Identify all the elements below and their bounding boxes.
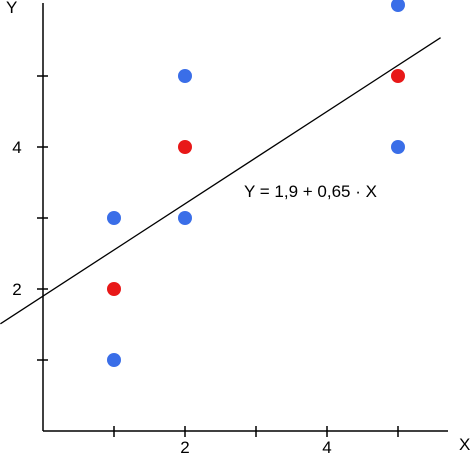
data-point-s1-2 xyxy=(391,69,405,83)
data-point-s0-5 xyxy=(391,0,405,12)
data-point-s0-3 xyxy=(178,69,192,83)
data-point-s0-4 xyxy=(391,140,405,154)
y-tick-label-4: 4 xyxy=(12,138,21,157)
axes: Y X xyxy=(6,0,470,454)
ticks: 2 4 2 4 xyxy=(12,75,399,456)
x-axis-label: X xyxy=(459,435,470,454)
regression-line xyxy=(0,37,441,325)
data-point-s1-1 xyxy=(178,140,192,154)
data-point-s0-1 xyxy=(107,211,121,225)
data-point-s0-2 xyxy=(178,211,192,225)
regression-equation-label: Y = 1,9 + 0,65 · X xyxy=(244,182,377,201)
data-points xyxy=(107,0,405,367)
data-point-s0-0 xyxy=(107,353,121,367)
y-tick-label-2: 2 xyxy=(12,280,21,299)
data-point-s1-0 xyxy=(107,282,121,296)
x-tick-label-4: 4 xyxy=(322,438,331,456)
y-axis-label: Y xyxy=(6,0,17,17)
x-tick-label-2: 2 xyxy=(180,438,189,456)
